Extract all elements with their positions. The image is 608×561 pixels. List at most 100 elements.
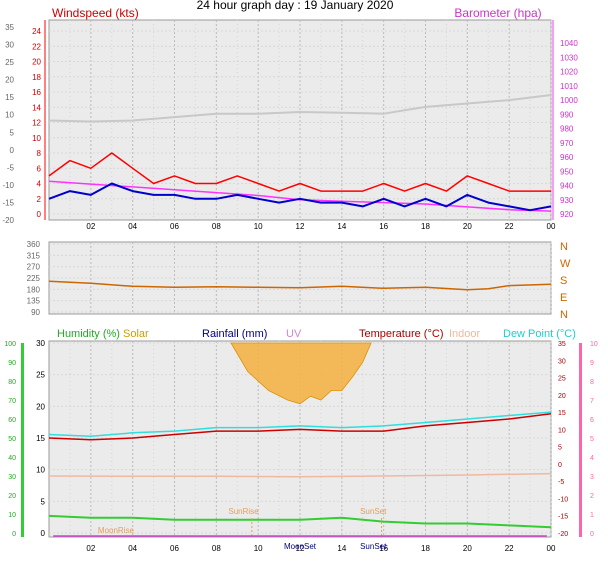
x-tick-label-p1: 04 [128,222,137,231]
x-tick-label-p1: 22 [505,222,514,231]
y-tick-humidity: 0 [12,531,16,538]
legend-rainfall: Rainfall (mm) [202,328,267,340]
y-tick-outer: 20 [5,76,14,85]
y-tick-windspeed: 16 [32,88,41,97]
y-tick-temperature: 15 [558,410,566,417]
y-tick-uv: 0 [590,531,594,538]
y-tick-temperature: 25 [558,376,566,383]
x-tick-label-p3: 22 [505,544,514,553]
y-tick-rainfall: 25 [36,371,45,380]
x-tick-label-p3: 06 [170,544,179,553]
y-tick-rainfall: 10 [36,466,45,475]
y-tick-windspeed: 2 [37,195,42,204]
humidity-line [48,514,552,529]
y-tick-outer: -20 [2,216,14,225]
legend-uv: UV [286,328,302,340]
y-tick-windspeed: 0 [37,210,42,219]
y-tick-windspeed: 24 [32,27,41,36]
y-tick-outer: -5 [7,163,15,172]
y-tick-uv: 6 [590,417,594,424]
y-tick-humidity: 90 [8,360,16,367]
y-tick-humidity: 20 [8,493,16,500]
pink-axis-bar [579,343,582,537]
x-tick-label-p3: 10 [254,544,263,553]
legend-indoor: Indoor [449,328,481,340]
y-tick-outer: 10 [5,111,14,120]
y-tick-temperature: -5 [558,479,564,486]
y-tick-humidity: 70 [8,398,16,405]
y-tick-windspeed: 10 [32,134,41,143]
y-tick-uv: 9 [590,360,594,367]
y-tick-windspeed: 8 [37,149,42,158]
legend-temperature: Temperature (°C) [359,328,443,340]
y-tick-outer: -10 [2,181,14,190]
x-tick-label-p1: 18 [421,222,430,231]
y-tick-rainfall: 20 [36,402,45,411]
y-tick-temperature: -10 [558,496,568,503]
x-tick-label-p1: 08 [212,222,221,231]
y-tick-rainfall: 15 [36,434,45,443]
y-tick-humidity: 10 [8,512,16,519]
green-axis-bar [21,343,24,537]
legend-humidity: Humidity (%) [57,328,120,340]
y-tick-uv: 5 [590,436,594,443]
y-tick-humidity: 100 [4,341,16,348]
y-tick-uv: 3 [590,474,594,481]
wind-direction-line [48,280,552,291]
temperature-trace-line [48,94,552,123]
chart-title: 24 hour graph day : 19 January 2020 [197,0,394,12]
y-tick-humidity: 60 [8,417,16,424]
y-tick-temperature: 10 [558,427,566,434]
y-tick-windspeed: 18 [32,73,41,82]
y-tick-barometer: 940 [560,182,574,191]
y-tick-temperature: 0 [558,462,562,469]
x-tick-label-p1: 06 [170,222,179,231]
y-tick-direction: 360 [27,240,41,249]
y-tick-compass: W [560,258,571,270]
y-tick-temperature: -15 [558,514,568,521]
x-tick-label-p1: 14 [337,222,346,231]
y-tick-uv: 2 [590,493,594,500]
y-tick-windspeed: 6 [37,164,42,173]
y-tick-compass: S [560,275,567,287]
x-tick-label-p1: 02 [86,222,95,231]
dewpoint-line [48,411,552,438]
y-tick-rainfall: 0 [41,529,46,538]
y-tick-windspeed: 4 [37,180,42,189]
y-tick-barometer: 960 [560,153,574,162]
x-tick-label-p1: 10 [254,222,263,231]
y-tick-barometer: 980 [560,125,574,134]
y-tick-barometer: 990 [560,110,574,119]
y-tick-humidity: 50 [8,436,16,443]
y-tick-compass: N [560,309,568,321]
y-tick-barometer: 1030 [560,53,578,62]
event-label: SunRise [228,507,259,516]
y-tick-barometer: 950 [560,167,574,176]
y-tick-outer: 35 [5,23,14,32]
y-tick-direction: 135 [27,297,41,306]
x-tick-label-p1: 12 [296,222,305,231]
y-tick-direction: 315 [27,251,41,260]
y-tick-compass: N [560,241,568,253]
y-tick-barometer: 970 [560,139,574,148]
event-label: MoonSet [284,542,317,551]
y-tick-outer: 25 [5,58,14,67]
event-label: SunSet [360,542,387,551]
y-tick-humidity: 30 [8,474,16,481]
temperature-line [48,413,552,441]
y-tick-humidity: 40 [8,455,16,462]
y-tick-uv: 4 [590,455,594,462]
y-tick-direction: 270 [27,263,41,272]
y-tick-outer: 30 [5,41,14,50]
wind-average-line [48,182,552,212]
y-tick-outer: -15 [2,198,14,207]
y-tick-compass: E [560,292,567,304]
y-tick-humidity: 80 [8,379,16,386]
y-tick-uv: 8 [590,379,594,386]
x-tick-label-p3: 12 [296,544,305,553]
y-tick-outer: 5 [10,128,15,137]
y-tick-windspeed: 12 [32,119,41,128]
y-tick-direction: 90 [31,308,40,317]
x-tick-label-p3: 02 [86,544,95,553]
